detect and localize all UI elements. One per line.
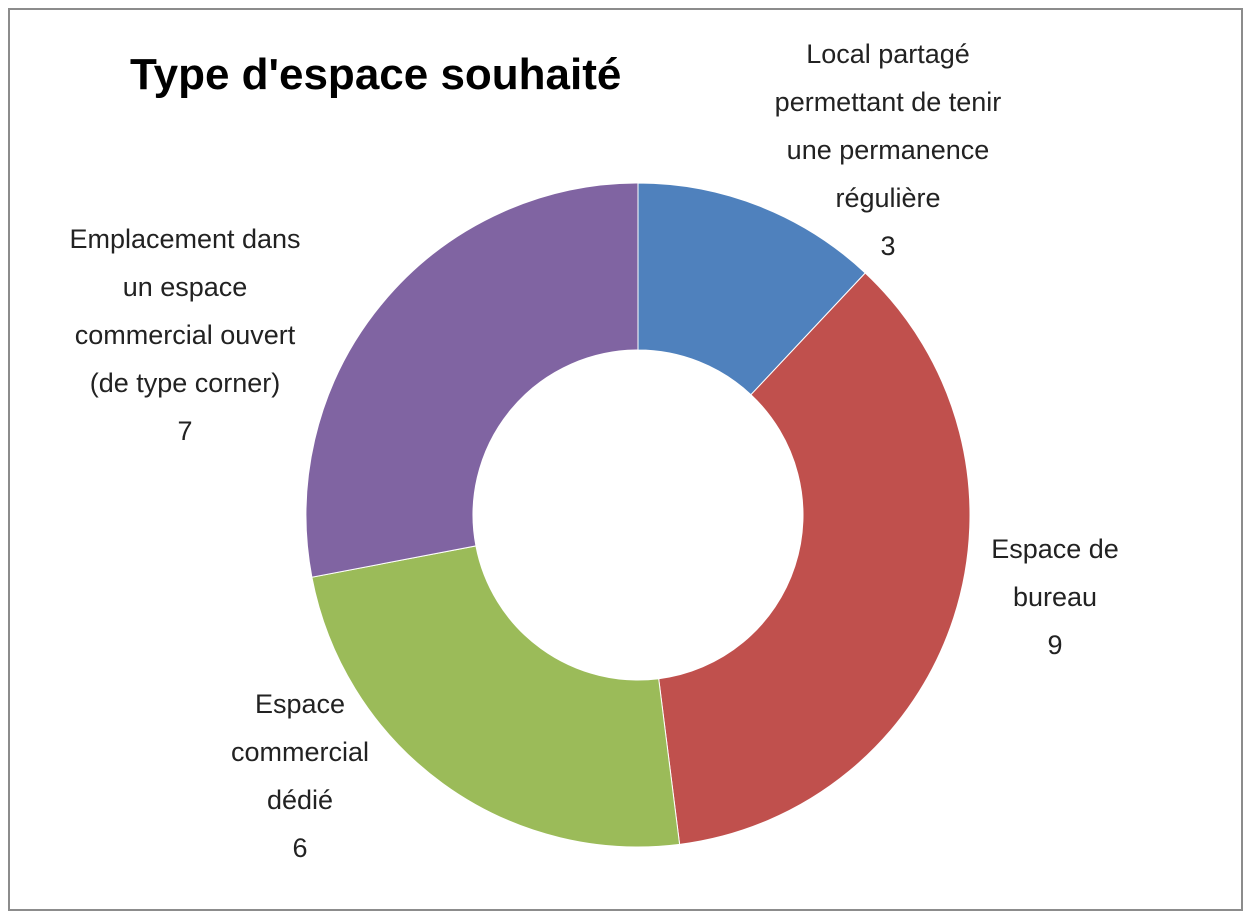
chart-title: Type d'espace souhaité	[130, 50, 622, 99]
category-label: Emplacement dans un espace commercial ou…	[69, 224, 301, 398]
data-label: Espace commercial dédié 6	[195, 680, 405, 872]
data-label: Local partagé permettant de tenir une pe…	[763, 30, 1013, 270]
chart-frame: Type d'espace souhaité	[8, 8, 1243, 911]
doughnut-segment	[311, 545, 681, 848]
category-label: Espace commercial dédié	[230, 689, 370, 815]
data-label: Espace de bureau 9	[955, 525, 1155, 669]
doughnut-segment	[658, 272, 971, 845]
data-label: Emplacement dans un espace commercial ou…	[55, 215, 315, 455]
category-label: Local partagé permettant de tenir une pe…	[774, 39, 1002, 213]
value-label: 7	[177, 416, 193, 446]
doughnut-segment	[305, 182, 639, 578]
value-label: 6	[292, 833, 308, 863]
value-label: 3	[880, 231, 896, 261]
value-label: 9	[1047, 630, 1063, 660]
category-label: Espace de bureau	[991, 534, 1119, 612]
doughnut-segment	[637, 182, 866, 396]
